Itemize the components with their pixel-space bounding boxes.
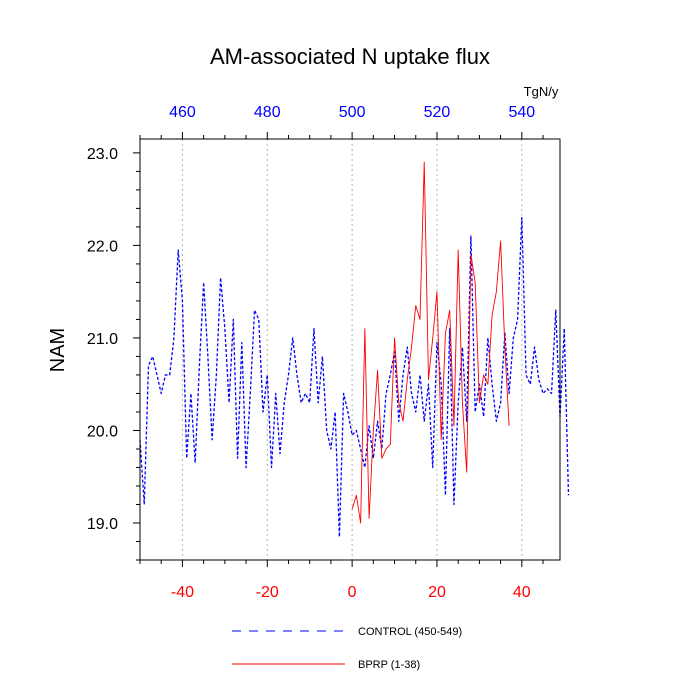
bottom-tick-label: -40 (171, 584, 194, 601)
top-tick-label: 460 (169, 104, 196, 121)
plot-frame (139, 138, 561, 561)
y-tick-label: 19.0 (87, 516, 118, 533)
top-tick-label: 480 (254, 104, 281, 121)
bottom-tick-label: 20 (428, 584, 446, 601)
tick-labels: -40 -20 0 20 40 460 480 500 520 540 19.0 20.0 21.0 22… (87, 104, 535, 601)
y-tick-label: 23.0 (87, 146, 118, 163)
top-tick-label: 520 (424, 104, 451, 121)
axes (133, 132, 561, 567)
bottom-tick-label: 40 (513, 584, 531, 601)
bprp-series-line (351, 161, 510, 524)
control-series-line (139, 216, 570, 538)
grid-lines (181, 139, 523, 560)
y-tick-label: 22.0 (87, 238, 118, 255)
series-lines (139, 161, 570, 538)
chart-title: AM-associated N uptake flux (210, 44, 490, 69)
y-axis-label: NAM (47, 328, 69, 372)
top-tick-label: 540 (508, 104, 535, 121)
top-tick-label: 500 (339, 104, 366, 121)
legend-label: BPRP (1-38) (358, 659, 420, 671)
legend-label: CONTROL (450-549) (358, 626, 462, 638)
y-tick-label: 21.0 (87, 331, 118, 348)
y-tick-label: 20.0 (87, 423, 118, 440)
bottom-tick-label: -20 (256, 584, 279, 601)
unit-label: TgN/y (524, 84, 559, 99)
bottom-tick-label: 0 (348, 584, 357, 601)
legend: CONTROL (450-549) BPRP (1-38) (232, 626, 462, 671)
